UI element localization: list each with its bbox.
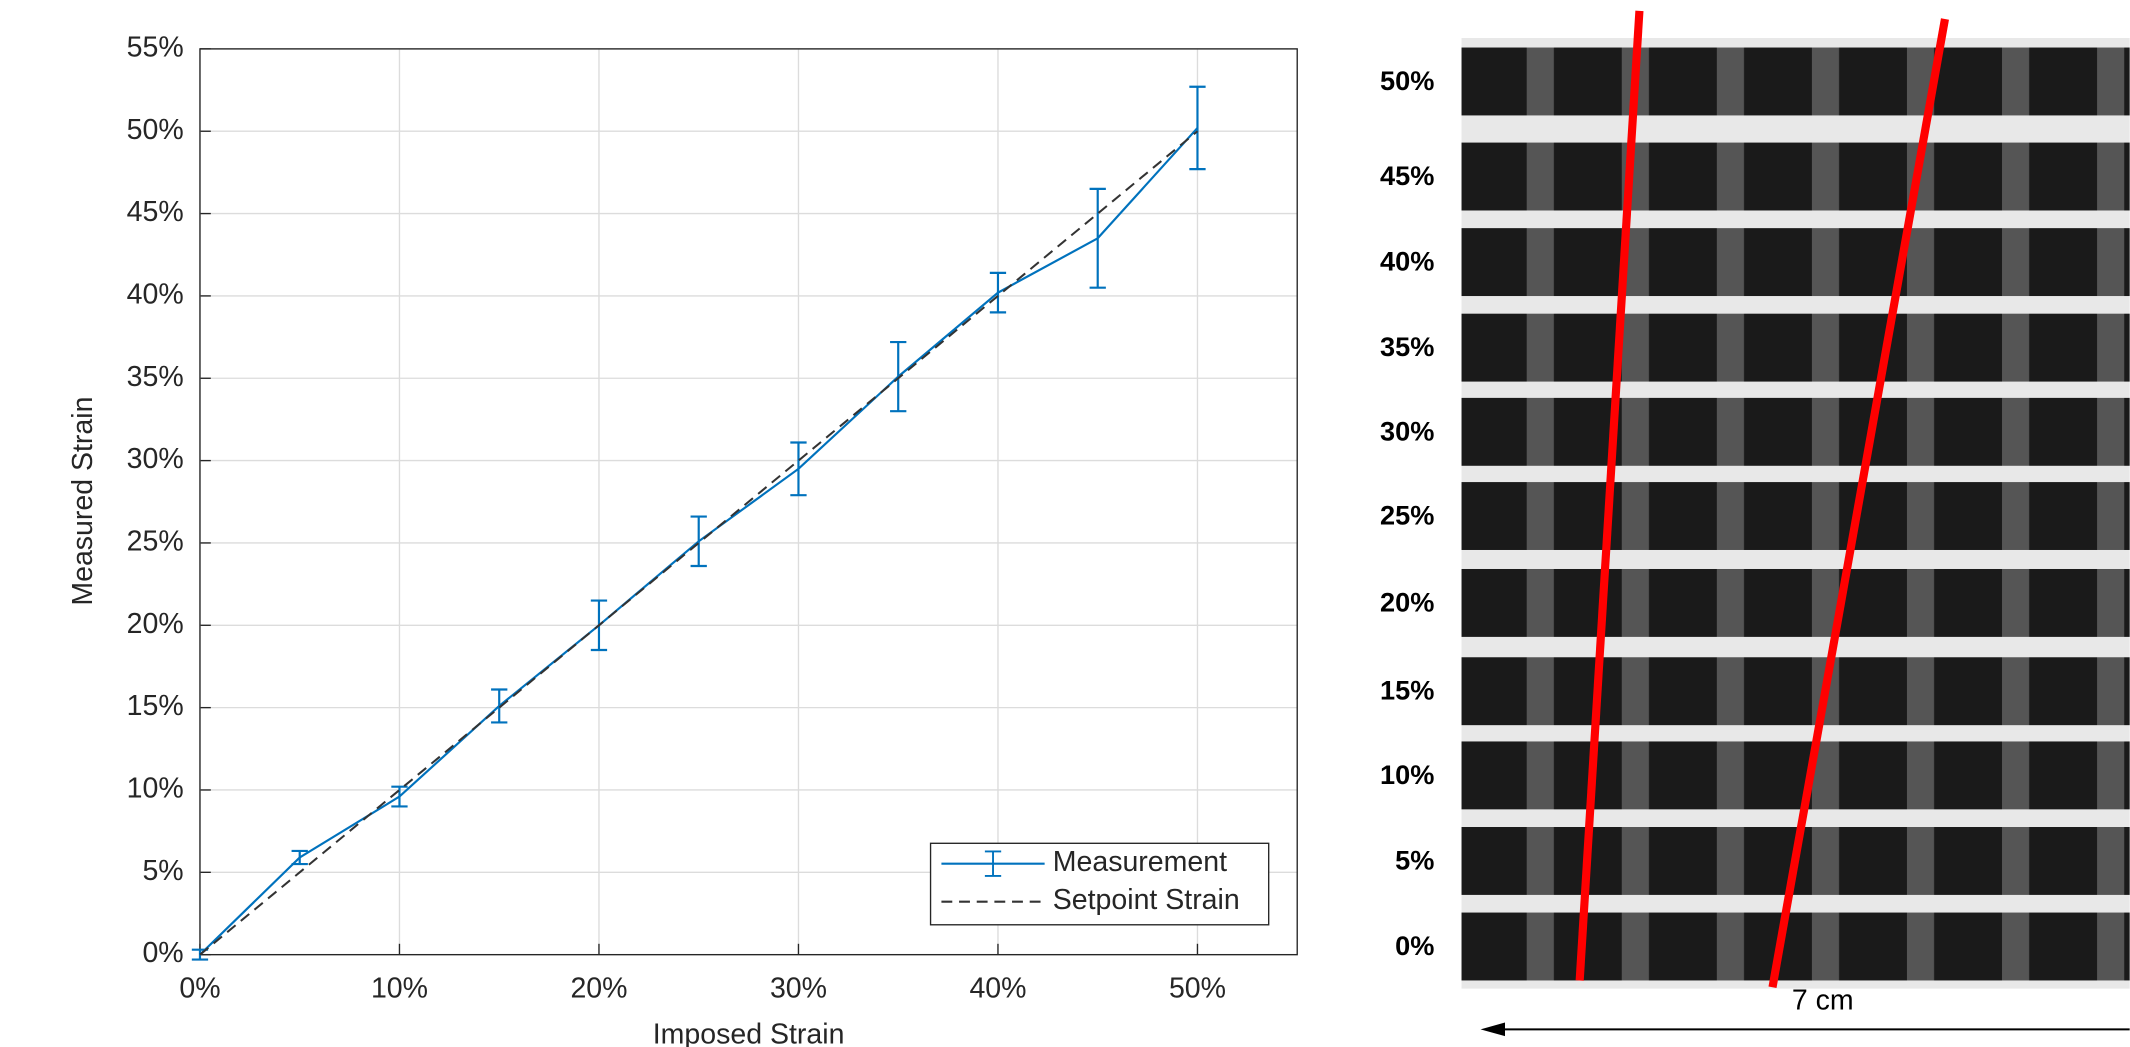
y-tick-label: 20% xyxy=(127,608,184,640)
specimen-strip xyxy=(1462,228,2130,296)
row-label: 50% xyxy=(1380,65,1434,96)
row-label: 25% xyxy=(1380,500,1434,531)
scale-label: 7 cm xyxy=(1792,985,1854,1017)
x-tick-label: 20% xyxy=(570,972,627,1004)
y-tick-label: 25% xyxy=(127,525,184,557)
row-label: 20% xyxy=(1380,586,1434,617)
row-label: 35% xyxy=(1380,331,1434,362)
row-label: 45% xyxy=(1380,160,1434,191)
row-label: 30% xyxy=(1380,415,1434,446)
specimen-strip xyxy=(1462,913,2130,981)
y-tick-label: 50% xyxy=(127,114,184,146)
y-axis-label: Measured Strain xyxy=(67,397,99,606)
page: Imposed Strain Measured Strain Measureme… xyxy=(0,0,2130,1047)
x-axis-label: Imposed Strain xyxy=(653,1019,845,1047)
x-tick-label: 50% xyxy=(1169,972,1226,1004)
legend: Measurement Setpoint Strain xyxy=(931,843,1269,924)
y-tick-label: 35% xyxy=(127,361,184,393)
legend-label: Setpoint Strain xyxy=(1053,884,1240,916)
specimen-strip xyxy=(1462,143,2130,211)
x-tick-label: 40% xyxy=(969,972,1026,1004)
specimen-strip xyxy=(1462,398,2130,466)
y-tick-label: 5% xyxy=(142,855,183,887)
specimen-strip xyxy=(1462,741,2130,809)
row-label: 0% xyxy=(1395,930,1434,961)
specimen-strip xyxy=(1462,657,2130,725)
legend-label: Measurement xyxy=(1053,846,1227,878)
row-label: 15% xyxy=(1380,675,1434,706)
y-tick-label: 30% xyxy=(127,443,184,475)
y-tick-label: 15% xyxy=(127,690,184,722)
x-tick-label: 10% xyxy=(371,972,428,1004)
arrow-head xyxy=(1481,1023,1505,1037)
row-label: 40% xyxy=(1380,246,1434,277)
figure: Imposed Strain Measured Strain Measureme… xyxy=(0,0,2130,1047)
row-label: 5% xyxy=(1395,844,1434,875)
y-tick-label: 40% xyxy=(127,278,184,310)
y-tick-label: 0% xyxy=(142,937,183,969)
y-tick-label: 45% xyxy=(127,196,184,228)
row-label: 10% xyxy=(1380,759,1434,790)
specimen-strip xyxy=(1462,569,2130,637)
y-tick-label: 55% xyxy=(127,31,184,63)
y-tick-label: 10% xyxy=(127,773,184,805)
x-tick-label: 0% xyxy=(179,972,220,1004)
specimen-strip xyxy=(1462,482,2130,550)
x-tick-label: 30% xyxy=(770,972,827,1004)
specimen-strip xyxy=(1462,48,2130,116)
specimen-strip xyxy=(1462,314,2130,382)
